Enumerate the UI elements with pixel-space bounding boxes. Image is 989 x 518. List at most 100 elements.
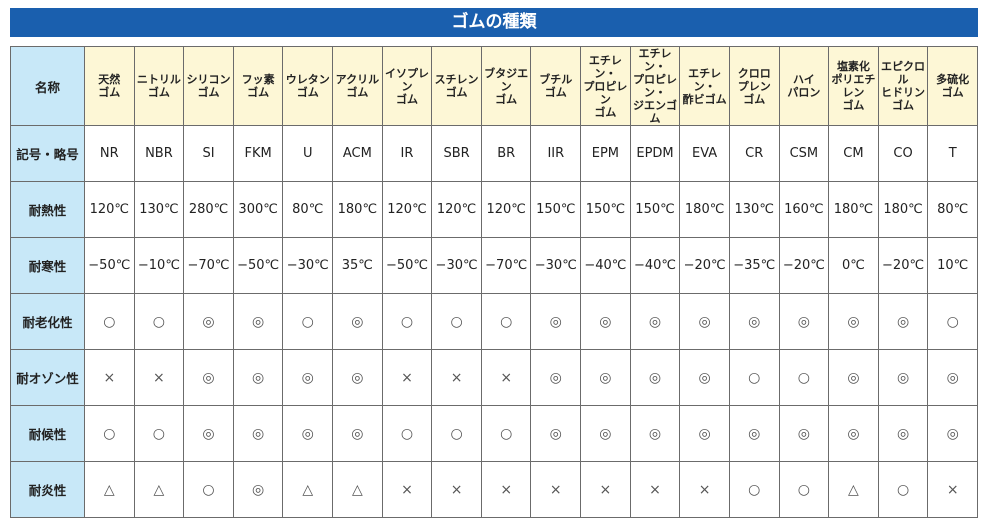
table-cell: × <box>927 461 978 518</box>
table-cell: ◎ <box>679 293 730 350</box>
row-label: 耐オゾン性 <box>10 349 85 406</box>
table-cell: NBR <box>133 125 185 182</box>
column-header: クロロ プレン ゴム <box>728 46 780 126</box>
table-cell: ◎ <box>778 293 830 350</box>
table-cell: ◎ <box>183 349 234 406</box>
table-cell: ◎ <box>679 405 730 462</box>
table-cell: −40℃ <box>580 237 631 294</box>
table-row-weather-resistance: 耐候性 ○ ○ ◎ ◎ ◎ ◎ ○ ○ ○ ◎ ◎ ◎ ◎ ◎ ◎ ◎ ◎ ◎ <box>10 405 978 462</box>
table-row-heat-resistance: 耐熱性 120℃ 130℃ 280℃ 300℃ 80℃ 180℃ 120℃ 120℃ 120℃ 15… <box>10 181 978 238</box>
table-cell: −40℃ <box>629 237 681 294</box>
table-cell: × <box>381 349 433 406</box>
table-row-ozone-resistance: 耐オゾン性 × × ◎ ◎ ◎ ◎ × × × ◎ ◎ ◎ ◎ ○ ○ ◎ ◎ ◎ <box>10 349 978 406</box>
table-cell: ◎ <box>530 293 582 350</box>
table-cell: CO <box>877 125 929 182</box>
table-cell: × <box>133 349 185 406</box>
column-header: イソプレン ゴム <box>381 46 433 126</box>
row-label: 耐寒性 <box>10 237 85 294</box>
table-cell: NR <box>84 125 135 182</box>
table-cell: × <box>580 461 631 518</box>
table-cell: 280℃ <box>183 181 234 238</box>
column-header: 天然 ゴム <box>84 46 135 126</box>
row-label: 名称 <box>10 46 85 126</box>
table-cell: FKM <box>232 125 284 182</box>
table-cell: △ <box>133 461 185 518</box>
table-cell: ◎ <box>580 349 631 406</box>
column-header: ハイ パロン <box>778 46 830 126</box>
column-header: アクリル ゴム <box>332 46 383 126</box>
table-row-cold-resistance: 耐寒性 −50℃ −10℃ −70℃ −50℃ −30℃ 35℃ −50℃ −30℃ −70℃ −3… <box>10 237 978 294</box>
table-cell: ◎ <box>877 405 929 462</box>
table-cell: 180℃ <box>679 181 730 238</box>
table-cell: 180℃ <box>828 181 879 238</box>
table-cell: ◎ <box>927 349 978 406</box>
table-row-code: 記号・略号 NR NBR SI FKM U ACM IR SBR BR IIR EPM EPDM EVA C… <box>10 125 978 182</box>
column-header: シリコン ゴム <box>183 46 234 126</box>
table-row-name: 名称 天然 ゴム ニトリル ゴム シリコン ゴム フッ素 ゴム ウレタン ゴム アクリル ゴ… <box>10 46 978 126</box>
table-cell: ○ <box>927 293 978 350</box>
table-cell: ○ <box>133 405 185 462</box>
column-header: エピクロル ヒドリン ゴム <box>877 46 929 126</box>
table-cell: × <box>381 461 433 518</box>
table-cell: 0℃ <box>828 237 879 294</box>
table-cell: −70℃ <box>480 237 532 294</box>
table-cell: 120℃ <box>431 181 482 238</box>
table-cell: △ <box>828 461 879 518</box>
table-cell: ◎ <box>828 405 879 462</box>
table-cell: 130℃ <box>728 181 780 238</box>
table-cell: 130℃ <box>133 181 185 238</box>
table-cell: −30℃ <box>530 237 582 294</box>
table-cell: × <box>431 349 482 406</box>
table-cell: ○ <box>84 405 135 462</box>
table-cell: 150℃ <box>580 181 631 238</box>
row-label: 耐炎性 <box>10 461 85 518</box>
rubber-types-table: 名称 天然 ゴム ニトリル ゴム シリコン ゴム フッ素 ゴム ウレタン ゴム アクリル ゴ… <box>10 46 978 518</box>
table-cell: 180℃ <box>332 181 383 238</box>
table-cell: EPDM <box>629 125 681 182</box>
table-cell: 35℃ <box>332 237 383 294</box>
table-cell: CSM <box>778 125 830 182</box>
row-label: 記号・略号 <box>10 125 85 182</box>
column-header: ブチル ゴム <box>530 46 582 126</box>
table-cell: × <box>480 349 532 406</box>
table-cell: ◎ <box>232 405 284 462</box>
table-cell: −50℃ <box>84 237 135 294</box>
table-cell: × <box>629 461 681 518</box>
table-cell: ACM <box>332 125 383 182</box>
table-cell: ◎ <box>282 349 334 406</box>
table-cell: ◎ <box>877 293 929 350</box>
table-cell: ○ <box>282 293 334 350</box>
table-cell: ○ <box>183 461 234 518</box>
column-header: エチレン・ プロピレン ゴム <box>580 46 631 126</box>
table-cell: −10℃ <box>133 237 185 294</box>
table-cell: 120℃ <box>381 181 433 238</box>
table-cell: ◎ <box>828 293 879 350</box>
table-cell: BR <box>480 125 532 182</box>
table-cell: ◎ <box>332 349 383 406</box>
column-header: ニトリル ゴム <box>133 46 185 126</box>
table-cell: ○ <box>133 293 185 350</box>
row-label: 耐熱性 <box>10 181 85 238</box>
table-cell: ○ <box>431 293 482 350</box>
table-cell: ◎ <box>927 405 978 462</box>
table-cell: ○ <box>728 349 780 406</box>
table-cell: ◎ <box>629 293 681 350</box>
table-cell: 120℃ <box>84 181 135 238</box>
table-cell: 160℃ <box>778 181 830 238</box>
table-cell: 80℃ <box>927 181 978 238</box>
table-title: ゴムの種類 <box>10 8 978 37</box>
table-cell: ◎ <box>679 349 730 406</box>
table-cell: U <box>282 125 334 182</box>
table-cell: ○ <box>778 461 830 518</box>
table-cell: × <box>480 461 532 518</box>
table-cell: ◎ <box>580 405 631 462</box>
table-cell: ○ <box>728 461 780 518</box>
table-cell: ◎ <box>877 349 929 406</box>
table-cell: 80℃ <box>282 181 334 238</box>
column-header: 多硫化 ゴム <box>927 46 978 126</box>
table-cell: 150℃ <box>530 181 582 238</box>
table-row-aging-resistance: 耐老化性 ○ ○ ◎ ◎ ○ ◎ ○ ○ ○ ◎ ◎ ◎ ◎ ◎ ◎ ◎ ◎ ○ <box>10 293 978 350</box>
table-cell: ◎ <box>828 349 879 406</box>
table-cell: ◎ <box>728 405 780 462</box>
column-header: ブタジエン ゴム <box>480 46 532 126</box>
